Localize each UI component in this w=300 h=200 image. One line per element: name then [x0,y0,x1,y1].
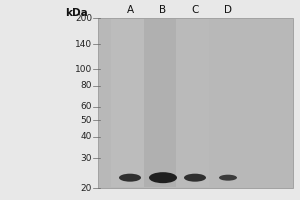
Text: B: B [159,5,167,15]
Text: 50: 50 [80,116,92,125]
Ellipse shape [149,172,177,183]
Text: 100: 100 [75,65,92,74]
Text: 40: 40 [81,132,92,141]
Ellipse shape [119,174,141,182]
Ellipse shape [219,175,237,181]
Bar [209,19,247,187]
Text: C: C [191,5,199,15]
Bar [176,19,214,187]
Text: 20: 20 [81,184,92,193]
Text: 80: 80 [80,81,92,90]
Text: A: A [126,5,134,15]
Bar [98,18,293,188]
Text: D: D [224,5,232,15]
Bar [111,19,149,187]
Text: 30: 30 [80,154,92,163]
Text: kDa: kDa [65,8,88,18]
Text: 60: 60 [80,102,92,111]
Text: 140: 140 [75,40,92,49]
Bar [144,19,182,187]
Text: 200: 200 [75,14,92,23]
Ellipse shape [184,174,206,182]
